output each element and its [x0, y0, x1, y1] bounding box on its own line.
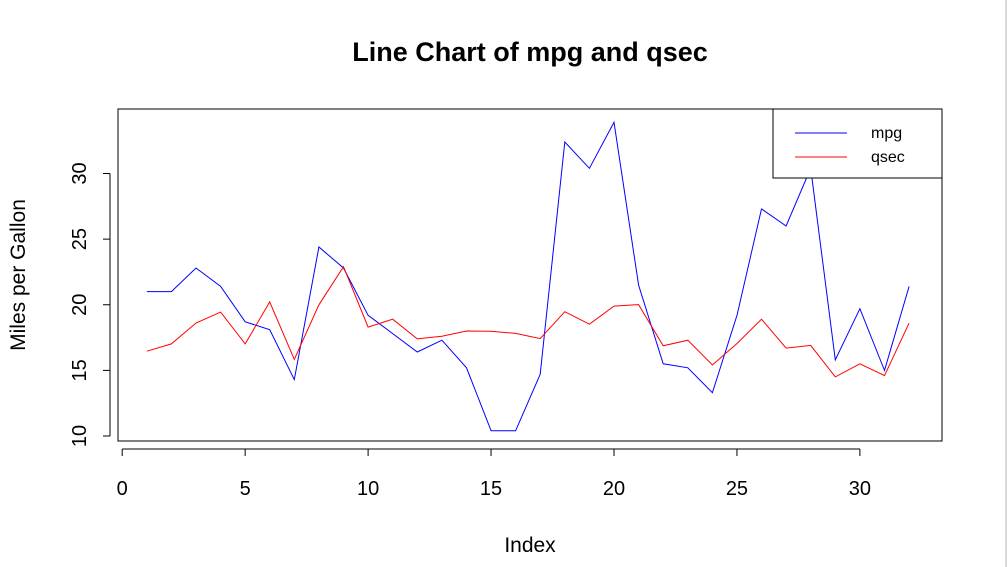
x-tick-label: 30: [849, 478, 871, 500]
y-tick-label: 30: [69, 162, 91, 184]
x-axis-label: Index: [504, 534, 556, 557]
plot-frame: [117, 108, 943, 442]
x-tick-label: 0: [117, 478, 128, 500]
series-line-qsec: [146, 265, 910, 378]
x-tick-label: 10: [357, 478, 379, 500]
chart-title: Line Chart of mpg and qsec: [352, 37, 708, 67]
y-tick-label: 15: [69, 359, 91, 381]
legend-label-mpg: mpg: [871, 125, 902, 142]
legend: mpg qsec: [772, 108, 943, 179]
x-tick-label: 5: [240, 478, 251, 500]
legend-label-qsec: qsec: [871, 149, 905, 166]
window-edge: [1005, 0, 1007, 567]
legend-box: [772, 108, 943, 179]
y-tick-label: 10: [69, 425, 91, 447]
y-axis-label: Miles per Gallon: [7, 199, 30, 351]
series-line-mpg: [146, 120, 910, 432]
y-tick-label: 25: [69, 228, 91, 250]
series-layer: [146, 120, 910, 432]
x-tick-label: 20: [603, 478, 625, 500]
y-axis: 10 15 20 25 30: [69, 162, 111, 447]
y-tick-label: 20: [69, 294, 91, 316]
x-tick-label: 15: [480, 478, 502, 500]
x-axis: 0 5 10 15 20 25 30: [117, 448, 871, 500]
x-tick-label: 25: [726, 478, 748, 500]
